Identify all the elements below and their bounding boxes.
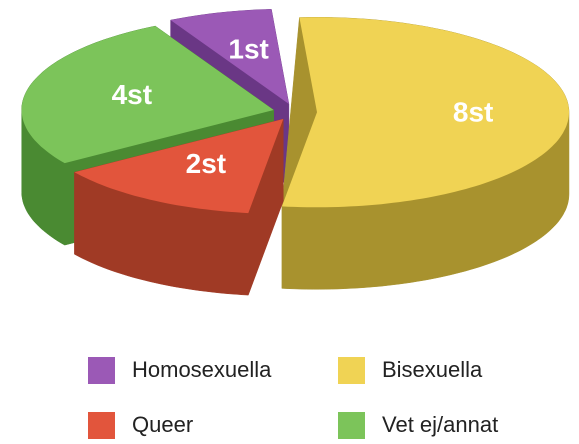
legend-label: Homosexuella (132, 357, 272, 382)
slice (281, 17, 569, 208)
slice (21, 26, 274, 164)
legend-swatch (88, 412, 115, 439)
value-label: 4st (112, 79, 152, 110)
legend-label: Queer (132, 412, 193, 437)
value-label: 1st (228, 33, 268, 64)
value-label: 2st (186, 148, 226, 179)
slice (74, 119, 284, 214)
value-label: 8st (453, 97, 493, 128)
legend-swatch (338, 357, 365, 384)
legend-swatch (338, 412, 365, 439)
legend-label: Bisexuella (382, 357, 483, 382)
slice (170, 9, 289, 104)
legend-swatch (88, 357, 115, 384)
legend-label: Vet ej/annat (382, 412, 498, 437)
